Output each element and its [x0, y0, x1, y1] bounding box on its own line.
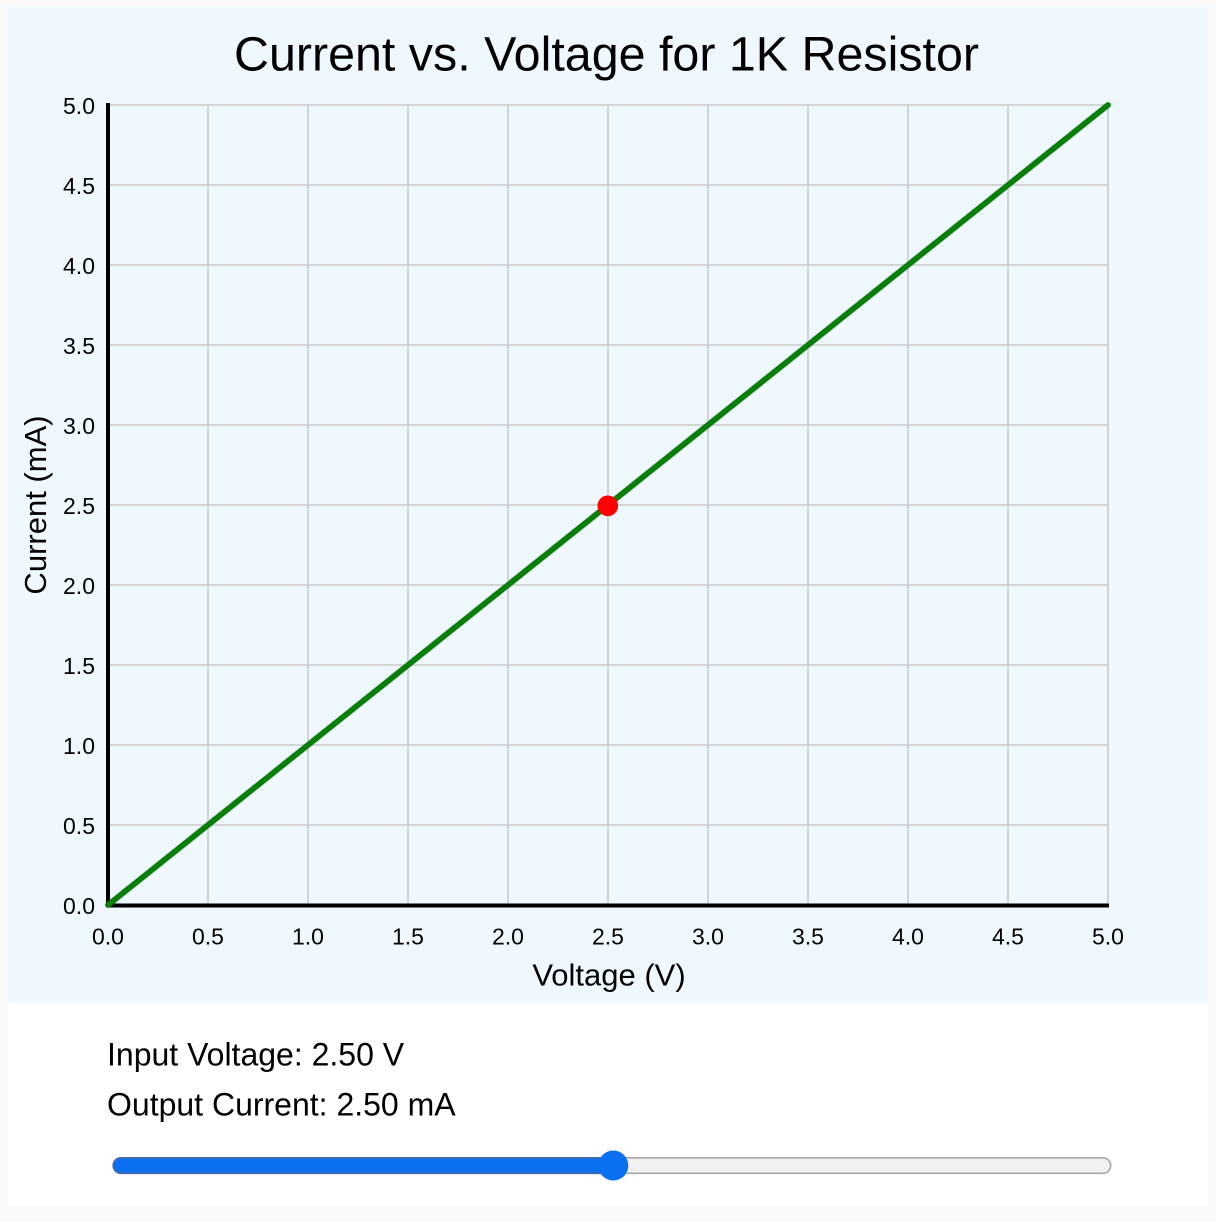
svg-text:Input Voltage: 2.50 V: Input Voltage: 2.50 V	[107, 1037, 405, 1073]
svg-text:3.0: 3.0	[692, 923, 724, 949]
svg-text:0.5: 0.5	[63, 813, 95, 839]
svg-text:2.5: 2.5	[592, 923, 624, 949]
svg-text:Output Current: 2.50 mA: Output Current: 2.50 mA	[107, 1086, 456, 1122]
svg-text:1.0: 1.0	[292, 923, 324, 949]
svg-text:5.0: 5.0	[63, 93, 95, 119]
svg-text:Current vs. Voltage for 1K Res: Current vs. Voltage for 1K Resistor	[234, 28, 979, 82]
svg-text:Current (mA): Current (mA)	[18, 415, 53, 594]
svg-text:4.0: 4.0	[892, 923, 924, 949]
svg-text:3.5: 3.5	[63, 333, 95, 359]
svg-text:2.0: 2.0	[492, 923, 524, 949]
svg-text:Voltage (V): Voltage (V)	[532, 958, 685, 993]
svg-text:1.5: 1.5	[63, 653, 95, 679]
svg-text:3.0: 3.0	[63, 413, 95, 439]
svg-text:0.0: 0.0	[63, 893, 95, 919]
svg-text:3.5: 3.5	[792, 923, 824, 949]
svg-text:5.0: 5.0	[1092, 923, 1124, 949]
svg-text:0.0: 0.0	[92, 923, 124, 949]
svg-text:1.5: 1.5	[392, 923, 424, 949]
svg-text:4.5: 4.5	[63, 173, 95, 199]
svg-text:0.5: 0.5	[192, 923, 224, 949]
svg-text:4.0: 4.0	[63, 253, 95, 279]
svg-text:2.0: 2.0	[63, 573, 95, 599]
svg-text:1.0: 1.0	[63, 733, 95, 759]
svg-text:2.5: 2.5	[63, 493, 95, 519]
svg-text:4.5: 4.5	[992, 923, 1024, 949]
